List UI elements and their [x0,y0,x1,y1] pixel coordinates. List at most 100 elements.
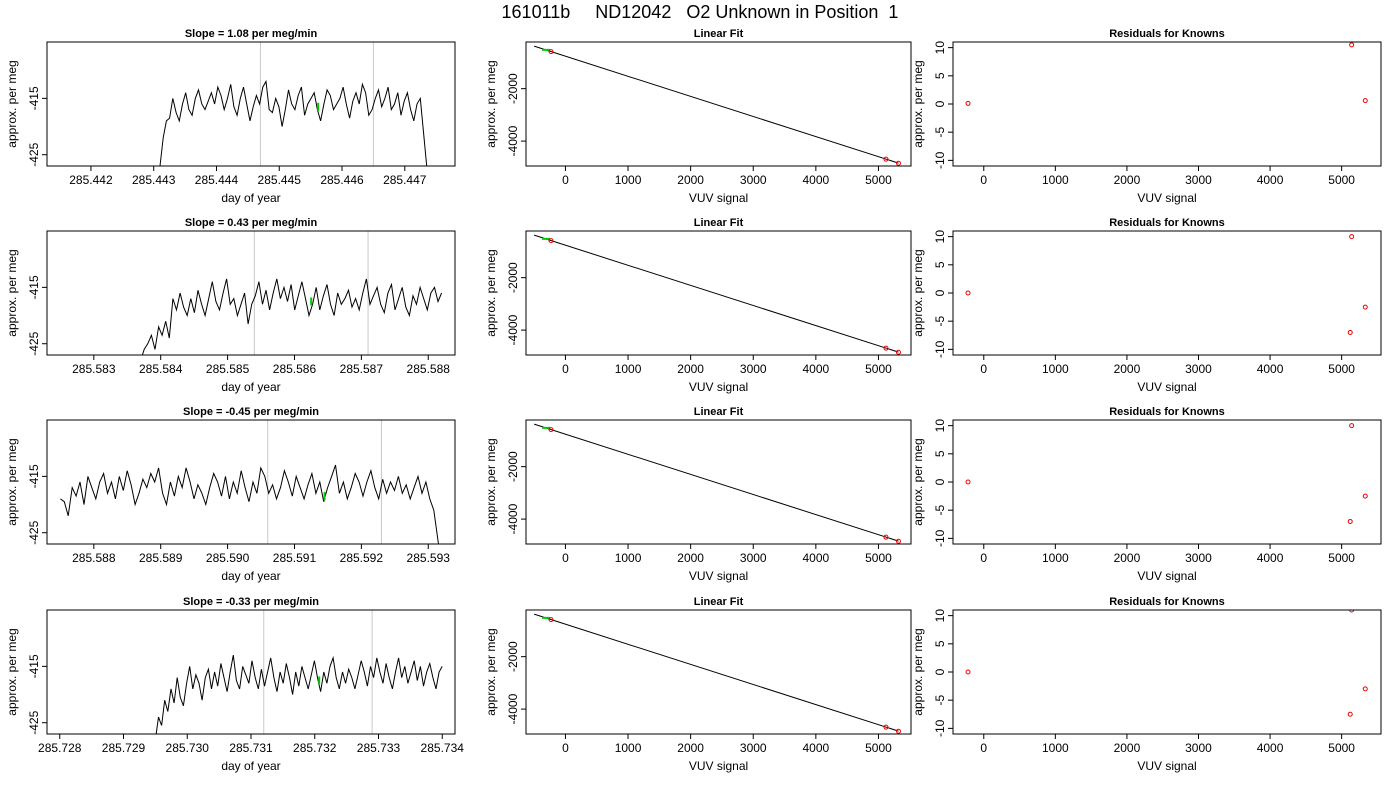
panel-title: Linear Fit [694,28,744,40]
y-axis-label: approx. per meg [484,628,498,715]
panel-1-2: Linear Fit 0 1000 2000 3000 4000 5000 -2000 -400… [484,28,912,205]
fit-line [533,234,899,353]
y-axis-label: approx. per meg [5,628,19,715]
y-tick-label: -2000 [506,262,520,293]
x-tick-label: 3000 [1185,362,1212,376]
x-tick-label: 285.592 [340,551,384,565]
y-axis-label: approx. per meg [911,60,925,147]
x-tick-label: 0 [562,741,569,755]
y-tick-label: -4000 [506,125,520,156]
panel-title: Linear Fit [694,596,744,608]
x-tick-label: 285.588 [407,362,451,376]
y-tick-label: -5 [933,127,947,138]
data-point [1349,234,1355,240]
data-point [883,534,889,540]
y-tick-label: -425 [27,331,41,355]
panel-3-2: Linear Fit 0 1000 2000 3000 4000 5000 -2000 -400… [484,406,912,583]
x-tick-label: 3000 [1185,173,1212,187]
x-tick-label: 285.446 [320,173,364,187]
data-point [548,427,554,433]
plot-frame [525,41,912,167]
panel-title: Slope = 1.08 per meg/min [185,28,318,40]
x-axis-label: VUV signal [1137,569,1196,583]
plot-frame [46,230,456,356]
x-tick-label: 3000 [740,741,767,755]
x-axis-label: VUV signal [1137,191,1196,205]
x-tick-label: 5000 [1328,741,1355,755]
data-point [1362,493,1368,499]
y-tick-label: -10 [933,151,947,169]
y-axis-label: approx. per meg [484,249,498,336]
x-tick-label: 1000 [615,173,642,187]
plot-area [533,45,901,166]
panel-title: Linear Fit [694,406,744,418]
series-line [141,278,443,355]
x-tick-label: 4000 [1257,741,1284,755]
x-tick-label: 285.443 [132,173,176,187]
panel-title: Slope = -0.45 per meg/min [183,406,319,418]
x-axis-label: day of year [221,191,280,205]
x-tick-label: 4000 [1257,362,1284,376]
y-tick-label: -425 [27,142,41,166]
panel-title: Residuals for Knowns [1109,28,1225,40]
y-tick-label: -2000 [506,641,520,672]
x-tick-label: 2000 [677,741,704,755]
panel-4-1: Slope = -0.33 per meg/min 285.728 285.729 2… [5,596,464,773]
y-tick-label: -2000 [506,451,520,482]
y-tick-label: 0 [933,100,947,107]
x-tick-label: 1000 [1042,362,1069,376]
page-title: 161011b ND12042 O2 Unknown in Position 1 [501,2,899,22]
series-line [159,79,428,166]
y-tick-label: -5 [933,695,947,706]
y-tick-label: 10 [933,419,947,433]
data-point [1349,423,1355,429]
data-point [883,724,889,730]
plot-frame [952,41,1382,167]
plot-frame [46,419,456,545]
data-point [548,49,554,55]
panel-2-1: Slope = 0.43 per meg/min 285.583 285.584 28… [5,217,456,394]
plot-area [141,231,443,355]
x-tick-label: 285.588 [72,551,116,565]
x-tick-label: 4000 [802,362,829,376]
x-tick-label: 285.591 [273,551,317,565]
x-tick-label: 285.585 [206,362,250,376]
x-tick-label: 3000 [740,551,767,565]
panel-1-3: Residuals for Knowns 0 1000 2000 3000 4000 500… [911,28,1382,205]
y-tick-label: 5 [933,450,947,457]
plot-frame [46,41,456,167]
data-point [1362,304,1368,310]
data-point [548,238,554,244]
x-tick-label: 285.733 [357,741,401,755]
x-tick-label: 5000 [865,551,892,565]
y-tick-label: 5 [933,261,947,268]
x-axis-label: day of year [221,380,280,394]
data-point [548,617,554,623]
x-tick-label: 1000 [615,551,642,565]
plot-frame [525,419,912,545]
data-point [883,345,889,351]
y-axis-label: approx. per meg [911,249,925,336]
panel-1-1: Slope = 1.08 per meg/min 285.442 285.443 28… [5,28,456,205]
panel-title: Residuals for Knowns [1109,217,1225,229]
y-tick-label: 10 [933,230,947,244]
panel-4-3: Residuals for Knowns 0 1000 2000 3000 4000 500… [911,596,1382,773]
y-tick-label: 0 [933,668,947,675]
y-tick-label: -415 [27,464,41,488]
plot-area [965,234,1368,335]
y-tick-label: -5 [933,316,947,327]
y-axis-label: approx. per meg [5,249,19,336]
x-axis-label: day of year [221,569,280,583]
plot-area [965,423,1368,524]
x-tick-label: 2000 [677,362,704,376]
data-point [965,479,971,485]
x-tick-label: 0 [562,173,569,187]
x-axis-label: VUV signal [689,569,748,583]
x-tick-label: 285.445 [258,173,302,187]
panel-title: Slope = -0.33 per meg/min [183,596,319,608]
x-tick-label: 285.728 [38,741,82,755]
plot-area [533,234,901,355]
x-tick-label: 0 [980,362,987,376]
fit-line [533,45,899,164]
